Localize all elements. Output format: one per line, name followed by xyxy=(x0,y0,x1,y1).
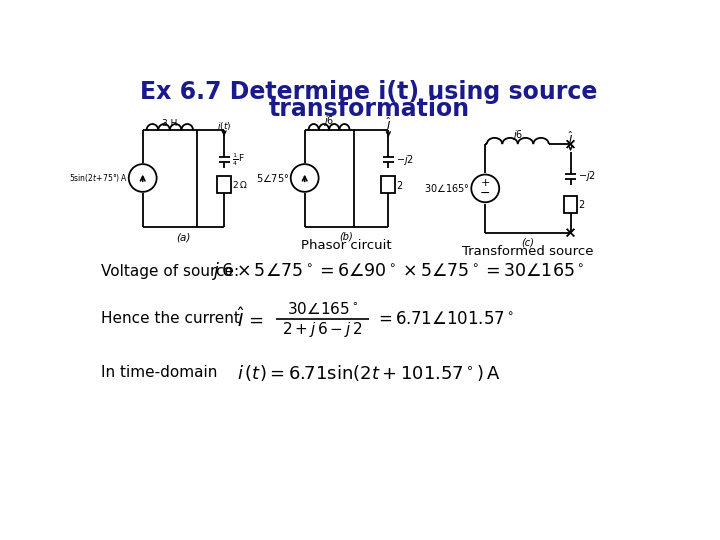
Text: $=6.71\angle101.57^\circ$: $=6.71\angle101.57^\circ$ xyxy=(375,310,514,328)
Text: $30\angle165°$: $30\angle165°$ xyxy=(424,183,469,194)
Circle shape xyxy=(472,174,499,202)
Text: $30\angle165^\circ$: $30\angle165^\circ$ xyxy=(287,301,359,317)
Text: Voltage of source:: Voltage of source: xyxy=(101,264,239,279)
Bar xyxy=(382,177,395,193)
Text: $\hat{I}$: $\hat{I}$ xyxy=(386,116,391,132)
Text: $i(t)$: $i(t)$ xyxy=(217,120,231,132)
Text: $\hat{I}\,=$: $\hat{I}\,=$ xyxy=(238,307,264,331)
Text: In time-domain: In time-domain xyxy=(101,365,217,380)
Text: $5\sin(2t\!+\!75°)\,\mathrm{A}$: $5\sin(2t\!+\!75°)\,\mathrm{A}$ xyxy=(69,172,127,184)
Text: $i\,(t)=6.71\sin(2t+101.57^\circ)\,\mathrm{A}$: $i\,(t)=6.71\sin(2t+101.57^\circ)\,\math… xyxy=(238,363,501,383)
Text: $2\,\Omega$: $2\,\Omega$ xyxy=(232,179,248,191)
Text: −: − xyxy=(480,187,490,200)
Text: Phasor circuit: Phasor circuit xyxy=(301,239,392,252)
Bar xyxy=(217,177,231,193)
Text: (c): (c) xyxy=(521,237,534,247)
Text: $\hat{I}$: $\hat{I}$ xyxy=(568,129,573,146)
Text: Ex 6.7 Determine i(t) using source: Ex 6.7 Determine i(t) using source xyxy=(140,80,598,104)
Text: $2$: $2$ xyxy=(578,198,585,210)
Text: $5\angle75°$: $5\angle75°$ xyxy=(256,172,289,184)
Text: $\frac{1}{4}\,\mathrm{F}$: $\frac{1}{4}\,\mathrm{F}$ xyxy=(232,151,245,168)
Bar xyxy=(564,195,577,213)
Text: Transformed source: Transformed source xyxy=(462,245,593,258)
Text: $j\,6\times5\angle75^\circ=6\angle90^\circ\times5\angle75^\circ=30\angle165^\cir: $j\,6\times5\angle75^\circ=6\angle90^\ci… xyxy=(212,260,585,282)
Text: (a): (a) xyxy=(176,233,191,242)
Text: Hence the current: Hence the current xyxy=(101,312,240,326)
Circle shape xyxy=(291,164,319,192)
Text: $2+j\,6-j\,2$: $2+j\,6-j\,2$ xyxy=(282,320,363,339)
Text: $2$: $2$ xyxy=(396,179,403,191)
Text: transformation: transformation xyxy=(269,97,469,121)
Text: $-j2$: $-j2$ xyxy=(578,170,596,184)
Text: (b): (b) xyxy=(340,231,354,241)
Text: 3 H: 3 H xyxy=(162,119,178,128)
Text: $-j2$: $-j2$ xyxy=(396,152,414,166)
Text: $j6$: $j6$ xyxy=(512,128,523,142)
Text: +: + xyxy=(480,178,490,188)
Circle shape xyxy=(129,164,157,192)
Text: $j6$: $j6$ xyxy=(323,114,335,128)
